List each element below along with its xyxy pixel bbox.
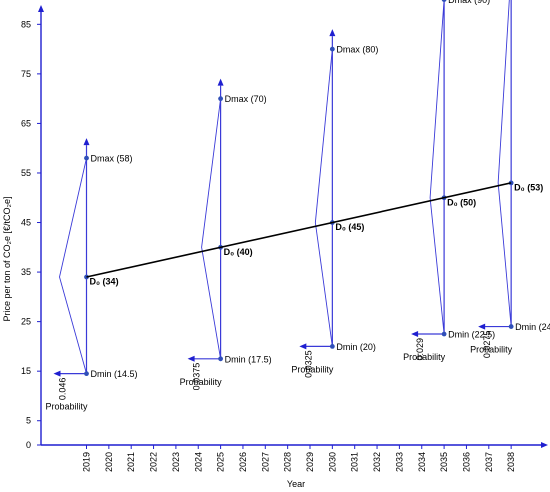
distribution-2019 xyxy=(53,138,90,377)
x-tick-label: 2025 xyxy=(216,452,226,472)
y-tick-label: 35 xyxy=(21,267,31,277)
probability-caption: Probability xyxy=(291,364,334,374)
x-axis-title: Year xyxy=(287,479,305,489)
dmin-label: Dmin (20) xyxy=(336,342,376,352)
x-tick-label: 2026 xyxy=(238,452,248,472)
d0-label: D₀ (40) xyxy=(224,247,253,257)
probability-value: 0.0275 xyxy=(482,331,492,359)
x-tick-label: 2036 xyxy=(461,452,471,472)
d0-label: D₀ (53) xyxy=(514,182,543,192)
y-tick-label: 55 xyxy=(21,168,31,178)
dmin-label: Dmin (14.5) xyxy=(91,369,138,379)
trend-line-group xyxy=(86,182,512,278)
probability-arrow xyxy=(187,355,195,362)
dmin-point xyxy=(329,344,335,349)
x-axis-arrow xyxy=(541,442,548,448)
probability-arrow xyxy=(53,370,61,377)
pdf-triangle xyxy=(429,0,445,335)
axis-ticks: 0515253545556575859520192020202120222023… xyxy=(21,19,516,472)
probability-value: 0.029 xyxy=(415,338,425,361)
range-arrow xyxy=(83,138,90,146)
distribution-2038 xyxy=(478,0,514,330)
probability-arrow xyxy=(478,323,486,330)
probability-caption: Probability xyxy=(45,402,88,412)
x-tick-label: 2034 xyxy=(417,452,427,472)
axes xyxy=(38,5,548,448)
range-arrow xyxy=(329,29,336,37)
d0-label: D₀ (34) xyxy=(90,277,119,287)
pdf-triangle xyxy=(59,158,87,374)
dmax-label: Dmax (80) xyxy=(336,45,378,55)
y-tick-label: 75 xyxy=(21,69,31,79)
y-tick-label: 45 xyxy=(21,218,31,228)
probability-caption: Probability xyxy=(403,352,446,362)
dmax-point xyxy=(329,46,335,52)
x-tick-label: 2019 xyxy=(82,452,92,472)
pdf-triangle xyxy=(201,98,222,359)
pdf-triangle xyxy=(314,49,333,347)
probability-value: 0.046 xyxy=(58,378,68,401)
dmin-point xyxy=(218,356,224,362)
probability-caption: Probability xyxy=(180,377,223,387)
distributions xyxy=(53,0,514,377)
distribution-2035 xyxy=(411,0,447,338)
probability-value: 0.0375 xyxy=(192,363,202,391)
distribution-2030 xyxy=(299,29,336,350)
x-tick-label: 2038 xyxy=(506,452,516,472)
d0-label: D₀ (50) xyxy=(447,197,476,207)
x-tick-label: 2029 xyxy=(305,452,315,472)
y-tick-label: 25 xyxy=(21,317,31,327)
probability-arrow xyxy=(299,343,307,350)
x-tick-label: 2031 xyxy=(350,452,360,472)
x-tick-label: 2033 xyxy=(394,452,404,472)
probability-arrow xyxy=(411,331,419,338)
dmax-point xyxy=(84,155,89,161)
x-tick-label: 2030 xyxy=(327,452,337,472)
dmin-label: Dmin (17.5) xyxy=(225,354,272,364)
pdf-triangle xyxy=(497,0,512,327)
x-tick-label: 2037 xyxy=(484,452,494,472)
x-tick-label: 2021 xyxy=(126,452,136,472)
trend-line xyxy=(86,182,512,278)
probability-caption: Probability xyxy=(470,345,513,355)
dmax-label: Dmax (90) xyxy=(448,0,490,5)
x-tick-label: 2020 xyxy=(104,452,114,472)
y-tick-label: 65 xyxy=(21,118,31,128)
dmin-label: Dmin (24) xyxy=(515,322,550,332)
x-tick-label: 2028 xyxy=(283,452,293,472)
distribution-2025 xyxy=(187,78,224,362)
d0-label: D₀ (45) xyxy=(335,222,364,232)
range-arrow xyxy=(217,78,224,86)
x-tick-label: 2023 xyxy=(171,452,181,472)
x-tick-label: 2022 xyxy=(149,452,159,472)
y-tick-label: 15 xyxy=(21,366,31,376)
dmin-point xyxy=(508,324,514,329)
x-tick-label: 2027 xyxy=(260,452,270,472)
probability-value: 0.0325 xyxy=(303,350,313,378)
point-labels: Dmax (58)Dmin (14.5)D₀ (34)0.046Probabil… xyxy=(45,0,550,412)
x-tick-label: 2035 xyxy=(439,452,449,472)
y-axis-arrow xyxy=(38,5,44,12)
y-tick-label: 85 xyxy=(21,19,31,29)
dmin-point xyxy=(84,371,89,377)
x-tick-label: 2032 xyxy=(372,452,382,472)
dmax-label: Dmax (70) xyxy=(225,94,267,104)
dmin-point xyxy=(441,331,447,337)
y-tick-label: 5 xyxy=(26,416,31,426)
dmin-label: Dmin (22.5) xyxy=(448,330,495,340)
y-axis-title: Price per ton of CO₂e [€/tCO₂e] xyxy=(2,196,12,321)
y-tick-label: 0 xyxy=(26,440,31,450)
dmax-point xyxy=(218,96,224,102)
dmax-point xyxy=(441,0,447,2)
dmax-label: Dmax (58) xyxy=(91,154,133,164)
x-tick-label: 2024 xyxy=(193,452,203,472)
